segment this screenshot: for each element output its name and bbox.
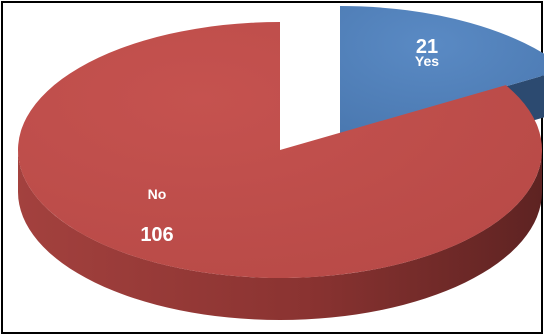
- slice-category-label-no: No: [148, 186, 167, 202]
- slice-yes: [340, 6, 544, 134]
- pie-labels: 21 Yes No 106: [140, 36, 439, 246]
- slice-value-label-yes: 21: [416, 36, 438, 58]
- slice-side-no: [18, 150, 542, 320]
- slice-category-label-yes: Yes: [415, 53, 439, 69]
- slice-no: [17, 22, 543, 279]
- pie-slices: [17, 6, 544, 320]
- slice-value-label-no: 106: [140, 224, 173, 246]
